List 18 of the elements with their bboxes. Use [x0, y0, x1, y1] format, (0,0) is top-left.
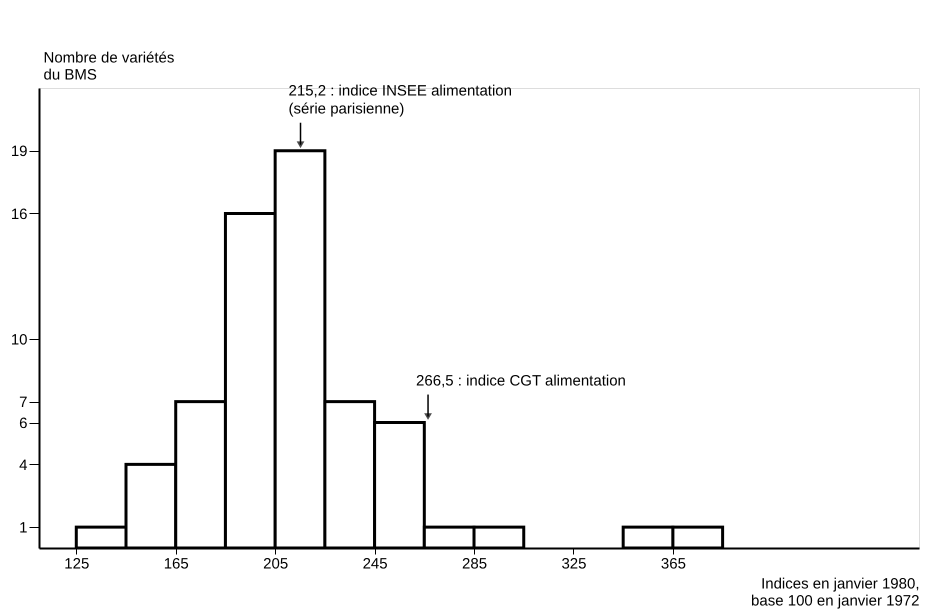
- x-tick-label: 285: [462, 556, 488, 572]
- y-tick-label: 4: [19, 456, 28, 474]
- y-tick-label: 7: [19, 394, 28, 412]
- x-axis-title: Indices en janvier 1980, base 100 en janvier 1972: [751, 576, 920, 610]
- x-tick-label: 325: [561, 556, 586, 572]
- annotation: 266,5 : indice CGT alimentation: [416, 372, 626, 390]
- y-tick-label: 16: [10, 206, 28, 223]
- x-tick-label: 165: [164, 556, 189, 572]
- x-tick-label: 365: [660, 556, 686, 572]
- annotation: 215,2 : indice INSEE alimentation (série parisienne): [288, 82, 512, 118]
- y-tick-label: 19: [10, 143, 28, 160]
- x-tick-label: 125: [64, 556, 90, 572]
- y-tick-label: 10: [10, 331, 28, 348]
- y-axis-title: Nombre de variétés du BMS: [44, 50, 174, 84]
- x-tick-label: 205: [263, 556, 288, 572]
- x-tick-label: 245: [362, 556, 388, 572]
- y-tick-label: 1: [19, 520, 28, 537]
- y-tick-label: 6: [19, 415, 28, 432]
